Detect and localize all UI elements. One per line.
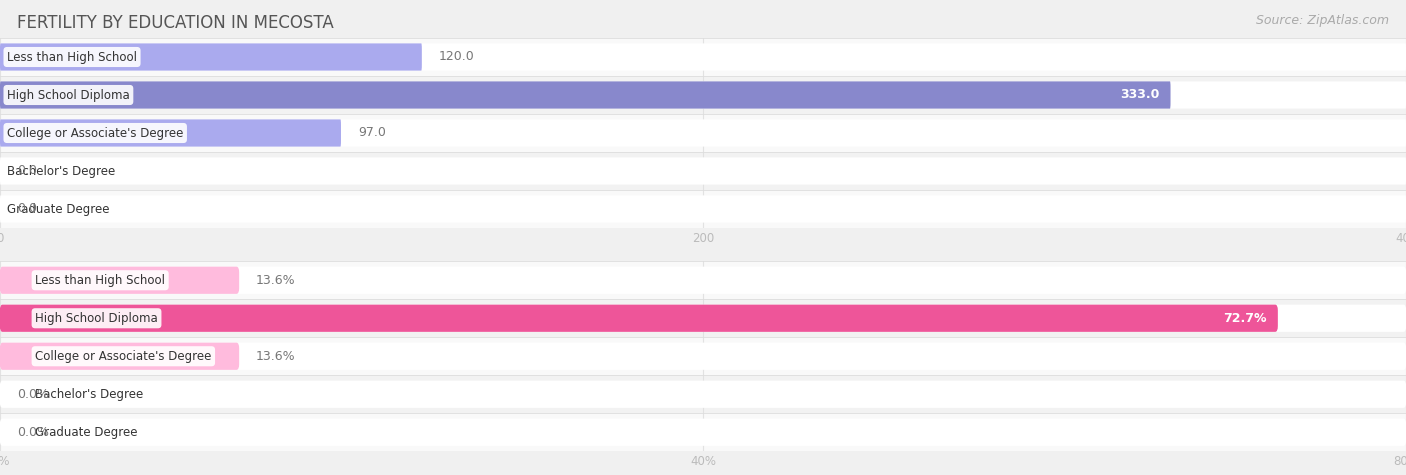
Text: 0.0: 0.0 <box>17 164 37 178</box>
FancyBboxPatch shape <box>0 261 1406 299</box>
Text: High School Diploma: High School Diploma <box>7 88 129 102</box>
FancyBboxPatch shape <box>0 195 1406 223</box>
FancyBboxPatch shape <box>0 119 1406 147</box>
FancyBboxPatch shape <box>0 266 1406 294</box>
Text: Graduate Degree: Graduate Degree <box>35 426 138 439</box>
FancyBboxPatch shape <box>0 342 1406 370</box>
FancyBboxPatch shape <box>0 152 1406 190</box>
Text: 333.0: 333.0 <box>1119 88 1160 102</box>
Text: Bachelor's Degree: Bachelor's Degree <box>7 164 115 178</box>
FancyBboxPatch shape <box>0 337 1406 375</box>
Text: 120.0: 120.0 <box>439 50 474 64</box>
Text: 0.0%: 0.0% <box>17 388 49 401</box>
Text: Less than High School: Less than High School <box>7 50 136 64</box>
FancyBboxPatch shape <box>0 38 1406 76</box>
Text: 97.0: 97.0 <box>357 126 385 140</box>
FancyBboxPatch shape <box>0 413 1406 451</box>
FancyBboxPatch shape <box>0 299 1406 337</box>
FancyBboxPatch shape <box>0 375 1406 413</box>
FancyBboxPatch shape <box>0 304 1278 332</box>
Text: Bachelor's Degree: Bachelor's Degree <box>35 388 143 401</box>
FancyBboxPatch shape <box>0 342 239 370</box>
Text: Graduate Degree: Graduate Degree <box>7 202 110 216</box>
FancyBboxPatch shape <box>0 114 1406 152</box>
Text: 13.6%: 13.6% <box>256 274 295 287</box>
FancyBboxPatch shape <box>0 266 239 294</box>
Text: College or Associate's Degree: College or Associate's Degree <box>7 126 183 140</box>
FancyBboxPatch shape <box>0 418 1406 446</box>
FancyBboxPatch shape <box>0 43 1406 71</box>
Text: Source: ZipAtlas.com: Source: ZipAtlas.com <box>1256 14 1389 27</box>
FancyBboxPatch shape <box>0 304 1406 332</box>
FancyBboxPatch shape <box>0 380 1406 408</box>
FancyBboxPatch shape <box>0 76 1406 114</box>
Text: Less than High School: Less than High School <box>35 274 165 287</box>
FancyBboxPatch shape <box>0 190 1406 228</box>
Text: High School Diploma: High School Diploma <box>35 312 157 325</box>
FancyBboxPatch shape <box>0 157 1406 185</box>
Text: 72.7%: 72.7% <box>1223 312 1267 325</box>
FancyBboxPatch shape <box>0 43 422 71</box>
Text: College or Associate's Degree: College or Associate's Degree <box>35 350 211 363</box>
Text: 0.0%: 0.0% <box>17 426 49 439</box>
FancyBboxPatch shape <box>0 81 1171 109</box>
FancyBboxPatch shape <box>0 81 1406 109</box>
Text: FERTILITY BY EDUCATION IN MECOSTA: FERTILITY BY EDUCATION IN MECOSTA <box>17 14 333 32</box>
FancyBboxPatch shape <box>0 119 342 147</box>
Text: 0.0: 0.0 <box>17 202 37 216</box>
Text: 13.6%: 13.6% <box>256 350 295 363</box>
